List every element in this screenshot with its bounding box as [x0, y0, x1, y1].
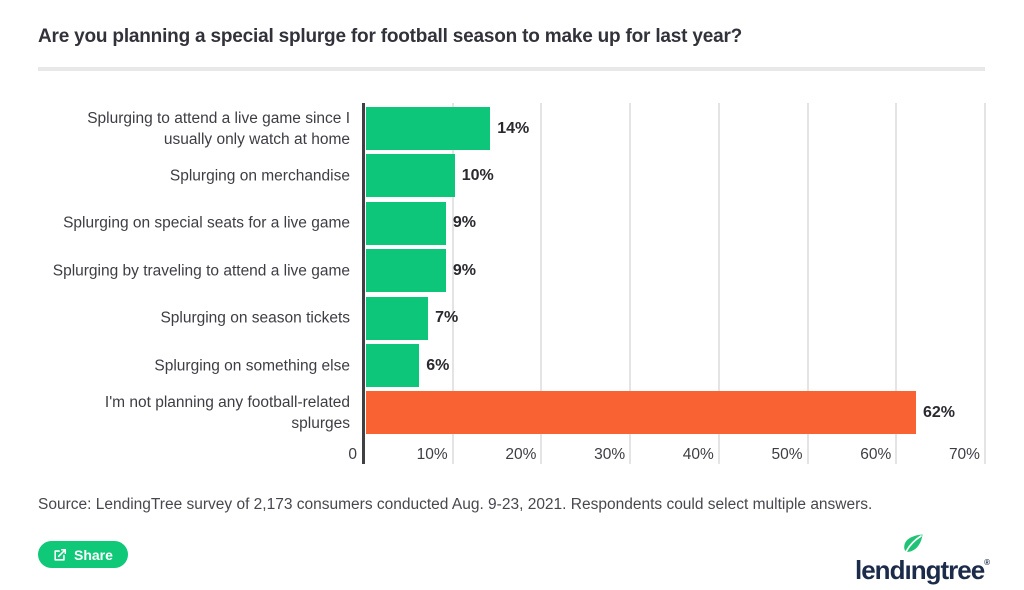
bar-7	[366, 391, 916, 435]
share-button[interactable]: Share	[38, 541, 128, 568]
leaf-icon	[902, 534, 924, 558]
bar-5	[366, 296, 429, 340]
page-title: Are you planning a special splurge for f…	[38, 26, 743, 47]
value-label: 7%	[435, 309, 459, 327]
x-gridline	[717, 103, 720, 464]
title-divider	[38, 67, 985, 71]
category-label: Splurging on merchandise	[169, 167, 350, 185]
value-label: 14%	[497, 119, 530, 137]
x-gridline	[895, 103, 898, 464]
bar-3	[366, 201, 446, 245]
value-label: 9%	[452, 214, 476, 232]
x-axis-tick-label: 70%	[948, 446, 980, 463]
x-axis-tick-label: 60%	[860, 446, 892, 463]
source-note: Source: LendingTree survey of 2,173 cons…	[38, 496, 873, 513]
logo-wordmark: lendıngtree®	[855, 555, 991, 585]
x-axis-tick-label: 10%	[416, 446, 448, 463]
x-axis-tick-label: 0	[348, 446, 357, 463]
category-label: I'm not planning any football-related sp…	[104, 393, 350, 432]
x-axis-tick-label: 50%	[771, 446, 803, 463]
value-label: 9%	[452, 261, 476, 279]
bar-4	[366, 249, 446, 293]
category-label: Splurging on something else	[154, 357, 350, 374]
x-axis-tick-label: 20%	[505, 446, 537, 463]
registered-mark: ®	[984, 558, 991, 567]
x-gridline	[629, 103, 632, 464]
share-button-label: Share	[74, 546, 113, 563]
bar-2	[366, 154, 455, 198]
x-gridline	[451, 103, 454, 464]
value-label: 10%	[461, 166, 494, 184]
value-label: 6%	[426, 356, 450, 374]
bar-6	[366, 344, 420, 387]
share-icon	[53, 548, 67, 562]
x-axis-tick-label: 40%	[682, 446, 714, 463]
x-axis-tick-label: 30%	[594, 446, 626, 463]
y-axis-line	[362, 103, 365, 464]
category-label: Splurging by traveling to attend a live …	[52, 262, 350, 280]
category-label: Splurging to attend a live game since I …	[87, 109, 350, 148]
x-gridline	[983, 103, 986, 464]
category-label: Splurging on season tickets	[160, 309, 350, 327]
x-gridline	[806, 103, 809, 464]
x-gridline	[540, 103, 543, 464]
value-label: 62%	[923, 403, 956, 421]
bar-1	[366, 107, 491, 150]
category-label: Splurging on special seats for a live ga…	[63, 214, 350, 232]
